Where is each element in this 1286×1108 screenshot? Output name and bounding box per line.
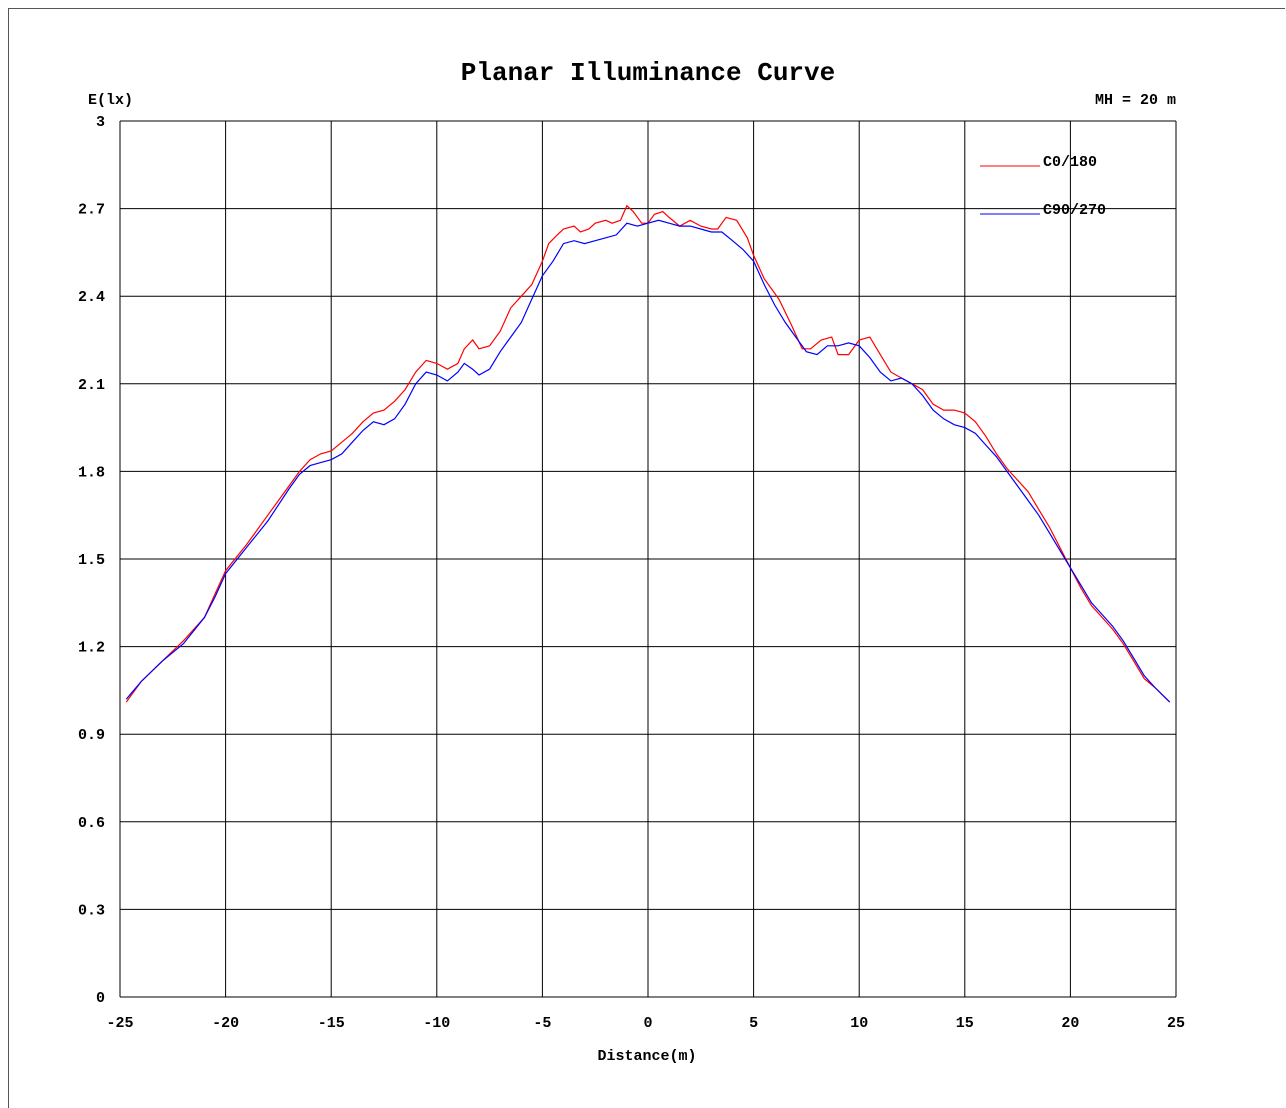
x-tick-labels: -25 -20 -15 -10 -5 0 5 10 15 20 25: [106, 1015, 1185, 1032]
mounting-height-label: MH = 20 m: [1095, 92, 1176, 109]
y-tick-label: 2.4: [78, 289, 105, 306]
x-tick-label: 0: [643, 1015, 652, 1032]
y-tick-label: 2.1: [78, 377, 105, 394]
y-axis-label: E(lx): [88, 92, 133, 109]
y-tick-label: 0.3: [78, 902, 105, 919]
x-tick-label: 10: [850, 1015, 868, 1032]
x-tick-label: -10: [423, 1015, 450, 1032]
x-axis-label: Distance(m): [597, 1048, 696, 1065]
legend: C0/180 C90/270: [980, 154, 1106, 219]
chart-frame: [8, 8, 1285, 1108]
x-tick-label: -5: [533, 1015, 551, 1032]
grid: [119, 120, 1177, 998]
y-tick-label: 0.6: [78, 815, 105, 832]
series-line-1: [125, 219, 1171, 703]
chart-title: Planar Illuminance Curve: [461, 58, 835, 88]
x-tick-label: 25: [1167, 1015, 1185, 1032]
x-tick-label: -15: [318, 1015, 345, 1032]
series-lines: [125, 204, 1171, 703]
x-tick-label: -20: [212, 1015, 239, 1032]
x-tick-label: 15: [956, 1015, 974, 1032]
y-tick-label: 1.8: [78, 464, 105, 481]
x-tick-label: 5: [749, 1015, 758, 1032]
y-tick-label: 1.2: [78, 640, 105, 657]
y-tick-label: 0.9: [78, 727, 105, 744]
y-tick-labels: 0 0.3 0.6 0.9 1.2 1.5 1.8 2.1 2.4 2.7 3: [78, 114, 105, 1007]
y-tick-label: 1.5: [78, 552, 105, 569]
x-tick-label: -25: [106, 1015, 133, 1032]
legend-label-0: C0/180: [1043, 154, 1097, 171]
y-tick-label: 2.7: [78, 202, 105, 219]
y-tick-label: 3: [96, 114, 105, 131]
series-line-0: [125, 204, 1171, 703]
x-tick-label: 20: [1061, 1015, 1079, 1032]
y-tick-label: 0: [96, 990, 105, 1007]
legend-label-1: C90/270: [1043, 202, 1106, 219]
